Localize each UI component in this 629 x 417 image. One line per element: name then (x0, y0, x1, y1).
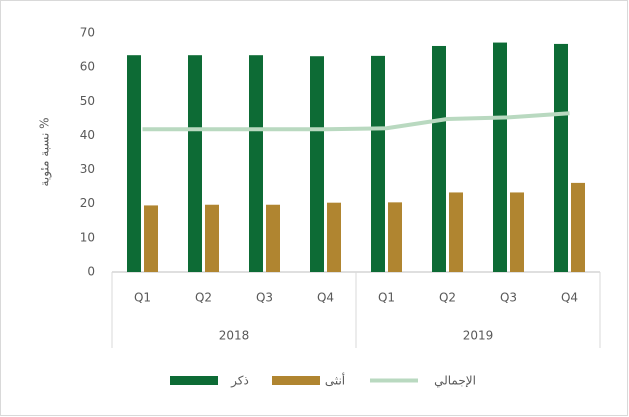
bar (571, 182, 585, 272)
bar (188, 55, 202, 272)
legend-swatch (170, 376, 218, 385)
y-tick-label: 20 (80, 196, 95, 210)
x-tick-label: Q3 (256, 291, 273, 305)
x-tick-label: Q2 (195, 291, 212, 305)
bar (144, 205, 158, 272)
x-tick-label: Q1 (134, 291, 151, 305)
group-label: 2019 (463, 329, 494, 343)
y-tick-label: 70 (80, 26, 95, 40)
y-tick-label: 10 (80, 230, 95, 244)
y-tick-label: 30 (80, 162, 95, 176)
legend-label: الإجمالي (434, 374, 476, 388)
y-tick-label: 40 (80, 128, 95, 142)
y-tick-label: 0 (87, 265, 95, 279)
bar (266, 204, 280, 272)
y-tick-label: 60 (80, 60, 95, 74)
bar (493, 42, 507, 273)
legend-label: أنثى (325, 373, 345, 388)
bar (388, 202, 402, 272)
x-tick-label: Q3 (500, 291, 517, 305)
x-tick-label: Q4 (561, 291, 578, 305)
bar (449, 192, 463, 272)
bar (249, 55, 263, 272)
bar (310, 56, 324, 272)
bar (554, 43, 568, 272)
legend-label: ذكر (230, 374, 249, 389)
x-tick-label: Q2 (439, 291, 456, 305)
bar (327, 202, 341, 272)
y-tick-label: 50 (80, 94, 95, 108)
bar (510, 192, 524, 272)
line (142, 111, 570, 132)
y-axis-label: نسبة مئوية % (38, 117, 53, 186)
legend-swatch (272, 376, 320, 385)
x-tick-label: Q1 (378, 291, 395, 305)
bar (127, 55, 141, 272)
x-tick-label: Q4 (317, 291, 334, 305)
bar (371, 55, 385, 272)
bar (205, 204, 219, 272)
group-label: 2018 (219, 329, 250, 343)
bar (432, 45, 446, 272)
